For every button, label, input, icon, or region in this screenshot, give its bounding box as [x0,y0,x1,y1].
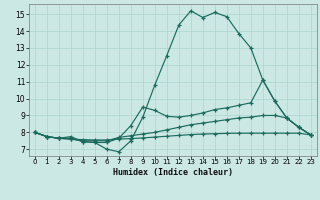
X-axis label: Humidex (Indice chaleur): Humidex (Indice chaleur) [113,168,233,177]
